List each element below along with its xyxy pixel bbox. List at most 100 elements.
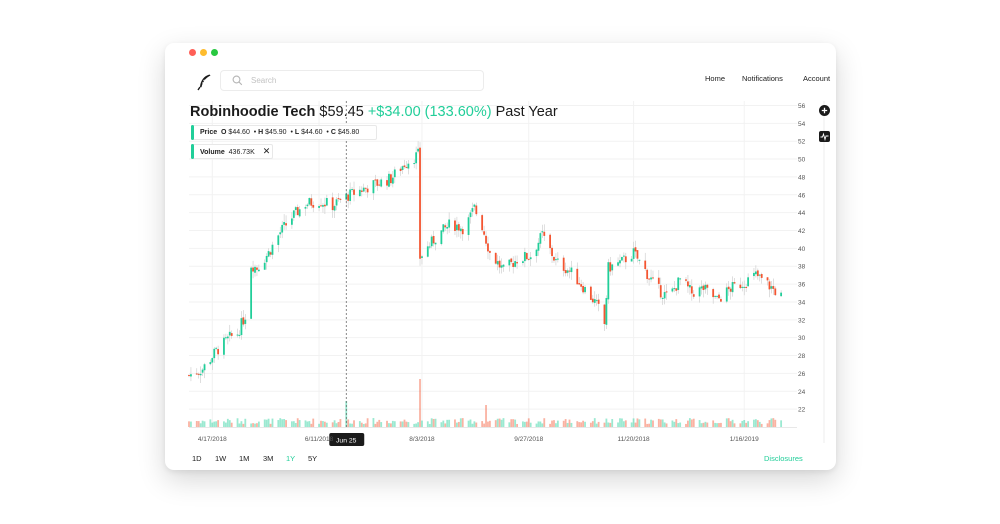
window-minimize-dot[interactable] [200, 49, 207, 56]
candle-body [188, 375, 190, 377]
volume-bar [516, 423, 518, 427]
volume-bar [622, 421, 625, 427]
candle-body [774, 288, 777, 296]
range-5y[interactable]: 5Y [308, 454, 318, 463]
candle-body [353, 189, 355, 195]
candle-body [753, 272, 755, 277]
candle-body [364, 187, 367, 189]
volume-bar [624, 420, 627, 427]
volume-bar [325, 422, 328, 427]
volume-bar [605, 418, 608, 427]
volume-bar [525, 421, 528, 427]
remove-volume-icon[interactable]: ✕ [262, 146, 271, 156]
candle-body [593, 299, 596, 303]
candle-body [213, 348, 216, 359]
volume-bar [716, 423, 718, 427]
volume-bar [595, 423, 598, 427]
volume-bar [671, 420, 674, 427]
volume-bar [609, 422, 612, 427]
candle-body [211, 358, 214, 363]
add-indicator-icon[interactable] [819, 105, 830, 116]
volume-bar [401, 421, 404, 427]
volume-bar [494, 420, 497, 427]
candle-body [564, 270, 567, 274]
low-label: L [294, 129, 300, 136]
search-input[interactable] [251, 71, 471, 90]
volume-bar [487, 421, 489, 427]
candle-body [201, 369, 204, 373]
range-1w[interactable]: 1W [215, 454, 227, 463]
range-1m[interactable]: 1M [239, 454, 250, 463]
candle-body [673, 288, 676, 290]
volume-value: 436.73K [228, 149, 255, 156]
volume-bar [539, 421, 542, 427]
range-3m[interactable]: 3M [263, 454, 274, 463]
disclosures-link[interactable]: Disclosures [764, 454, 803, 463]
volume-bar [393, 421, 396, 427]
volume-bar [597, 421, 600, 427]
volume-bar [733, 423, 736, 427]
candle-body [688, 285, 691, 288]
candle-body [716, 295, 718, 297]
candle-body [727, 286, 730, 290]
x-tick-label: 4/17/2018 [198, 436, 227, 443]
volume-bar [426, 421, 429, 427]
volume-bar [279, 418, 282, 427]
volume-bar [197, 421, 200, 427]
volume-bar [745, 422, 748, 427]
volume-bar [322, 421, 324, 427]
candle-body [360, 190, 363, 192]
candle-body [692, 294, 695, 297]
candle-body [619, 260, 621, 264]
volume-bar [566, 422, 569, 427]
volume-bar [236, 418, 239, 427]
pulse-icon[interactable] [819, 131, 830, 142]
volume-bar [483, 423, 485, 427]
candle-body [671, 288, 674, 292]
candle-body [195, 373, 198, 375]
candle-body [661, 297, 664, 299]
nav-account[interactable]: Account [803, 74, 831, 83]
search-box[interactable] [220, 70, 484, 91]
stock-name: Robinhoodie Tech [190, 104, 316, 120]
candle-body [622, 255, 625, 257]
window-close-dot[interactable] [189, 49, 196, 56]
volume-bar [753, 419, 755, 427]
candle-body [448, 219, 451, 228]
nav-notifications[interactable]: Notifications [742, 74, 783, 83]
y-tick-label: 26 [798, 371, 806, 378]
candle-body [646, 269, 649, 280]
crosshair-date-box [329, 433, 365, 446]
candle-body [283, 222, 286, 225]
volume-bar [607, 422, 610, 427]
candle-body [597, 299, 600, 304]
candle-body [725, 287, 728, 302]
candle-body [714, 295, 717, 297]
price-chart[interactable]: Jun 25 22 24 26 28 30 32 34 36 38 40 42 44 46 48 50 52 5… [165, 43, 836, 470]
candle-body [325, 198, 328, 206]
y-tick-label: 22 [798, 407, 806, 414]
candle-body [294, 207, 297, 210]
window-maximize-dot[interactable] [211, 49, 218, 56]
nav-home[interactable]: Home [705, 74, 726, 83]
volume-bar [690, 419, 693, 427]
volume-bar [578, 422, 581, 427]
volume-bar [209, 419, 212, 427]
volume-bar [339, 419, 342, 427]
candle-body [739, 284, 742, 289]
candle-body [483, 231, 485, 235]
candle-body [527, 258, 530, 260]
feather-logo-icon[interactable] [196, 73, 212, 91]
range-1d[interactable]: 1D [192, 454, 202, 463]
volume-bar [285, 420, 287, 427]
volume-bar [562, 420, 565, 427]
candle-body [712, 289, 715, 298]
candle-body [525, 253, 528, 260]
range-1y[interactable]: 1Y [286, 454, 296, 463]
volume-bar [473, 421, 476, 427]
high-label: H [258, 129, 264, 136]
candle-body [768, 281, 771, 290]
candle-body [731, 282, 734, 293]
candle-body [391, 177, 394, 184]
candle-body [469, 212, 472, 218]
